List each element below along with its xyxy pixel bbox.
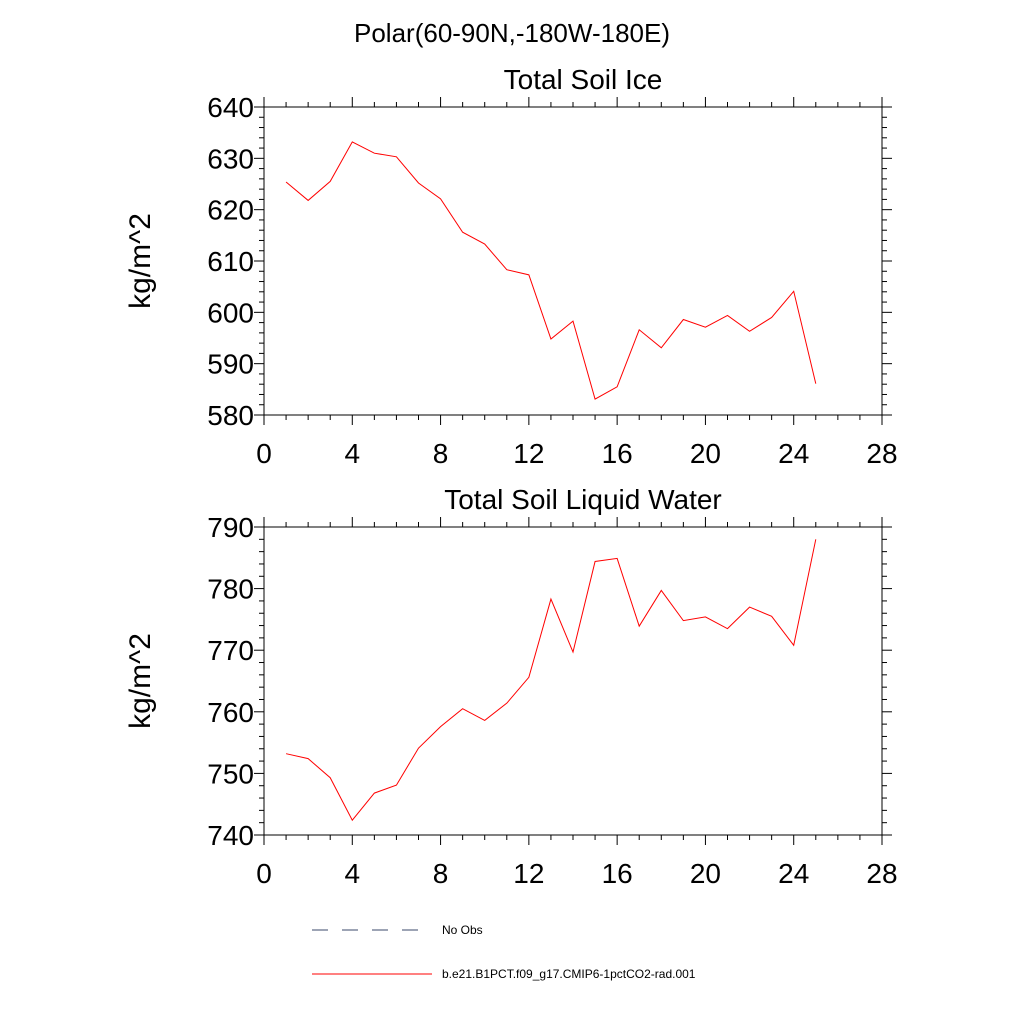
x-tick-label: 0	[256, 858, 272, 889]
y-tick-label: 580	[207, 400, 254, 431]
x-tick-label: 20	[690, 858, 721, 889]
y-tick-label: 600	[207, 297, 254, 328]
legend-label: No Obs	[442, 923, 483, 937]
series-line	[285, 539, 817, 822]
panel-title: Total Soil Ice	[504, 64, 663, 95]
x-tick-label: 4	[344, 858, 360, 889]
y-tick-label: 780	[207, 574, 254, 605]
x-tick-label: 8	[433, 438, 449, 469]
x-tick-label: 16	[602, 858, 633, 889]
panel-title: Total Soil Liquid Water	[444, 484, 722, 515]
legend-item: No Obs	[312, 923, 483, 937]
x-tick-label: 8	[433, 858, 449, 889]
x-tick-label: 12	[513, 858, 544, 889]
series-line	[285, 141, 817, 400]
y-tick-label: 620	[207, 195, 254, 226]
plot-frame	[263, 106, 883, 416]
x-tick-label: 12	[513, 438, 544, 469]
legend-label: b.e21.B1PCT.f09_g17.CMIP6-1pctCO2-rad.00…	[442, 967, 696, 981]
x-tick-label: 0	[256, 438, 272, 469]
chart-panels: Total Soil Ice 0 4 8 12 16 20 24 28 580 590 600 610 6…	[124, 64, 898, 889]
x-tick-label: 28	[866, 438, 897, 469]
chart-panel-2: Total Soil Liquid Water 0 4 8 12 16 20 24 28 740 7…	[124, 484, 898, 889]
plot-frame	[263, 526, 883, 836]
x-tick-label: 24	[778, 858, 809, 889]
y-axis-label: kg/m^2	[124, 633, 157, 729]
y-tick-label: 640	[207, 92, 254, 123]
chart-panel-1: Total Soil Ice 0 4 8 12 16 20 24 28 580 590 600 610 6…	[124, 64, 898, 469]
y-tick-label: 630	[207, 143, 254, 174]
y-axis-label: kg/m^2	[124, 213, 157, 309]
y-tick-label: 750	[207, 758, 254, 789]
page-title: Polar(60-90N,-180W-180E)	[354, 18, 670, 48]
y-tick-label: 760	[207, 697, 254, 728]
y-tick-label: 740	[207, 820, 254, 851]
y-tick-label: 770	[207, 635, 254, 666]
x-tick-label: 4	[344, 438, 360, 469]
legend-item: b.e21.B1PCT.f09_g17.CMIP6-1pctCO2-rad.00…	[312, 967, 696, 981]
legend: No Obs b.e21.B1PCT.f09_g17.CMIP6-1pctCO2-…	[312, 923, 696, 981]
x-tick-label: 16	[602, 438, 633, 469]
x-tick-label: 28	[866, 858, 897, 889]
x-tick-label: 20	[690, 438, 721, 469]
x-tick-label: 24	[778, 438, 809, 469]
y-tick-label: 590	[207, 349, 254, 380]
y-tick-label: 610	[207, 246, 254, 277]
y-tick-label: 790	[207, 512, 254, 543]
